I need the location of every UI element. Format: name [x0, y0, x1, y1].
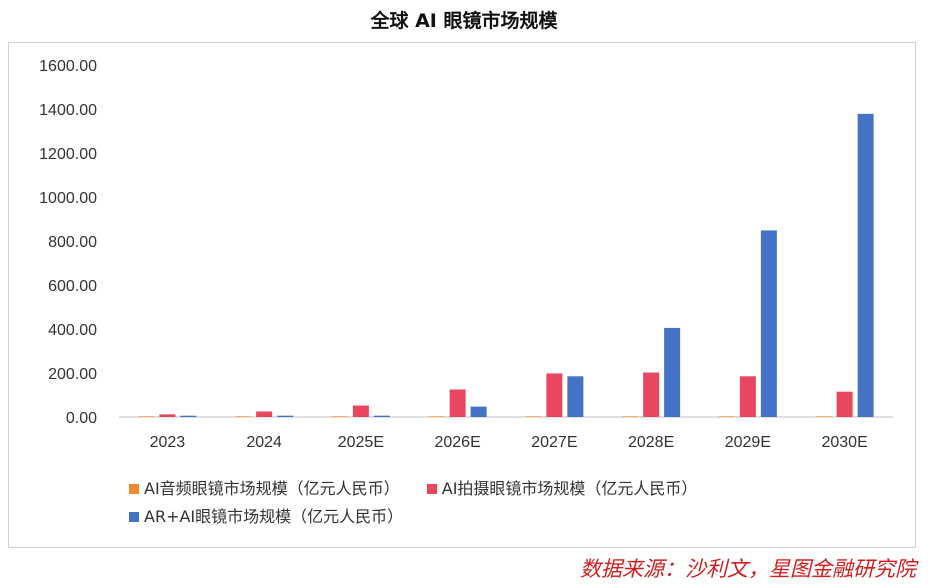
bar-1-2026E	[449, 389, 466, 417]
bar-2-2025E	[373, 415, 390, 417]
bar-1-2023	[159, 414, 176, 417]
x-tick-label: 2023	[150, 434, 186, 451]
bar-1-2024	[256, 411, 273, 417]
bar-2-2027E	[567, 376, 584, 417]
bar-0-2030E	[815, 416, 832, 417]
source-note: 数据来源：沙利文，星图金融研究院	[580, 557, 916, 581]
y-tick-label: 1400.00	[39, 102, 97, 119]
chart-title: 全球 AI 眼镜市场规模	[370, 10, 558, 32]
y-tick-label: 1000.00	[39, 190, 97, 207]
bar-0-2023	[138, 416, 155, 417]
x-tick-label: 2029E	[725, 434, 771, 451]
legend-label-ar-ai: AR+AI眼镜市场规模（亿元人民币）	[144, 507, 404, 526]
legend-item-ar-ai: AR+AI眼镜市场规模（亿元人民币）	[129, 503, 403, 531]
bar-0-2027E	[525, 416, 542, 417]
legend-item-audio: AI音频眼镜市场规模（亿元人民币）	[129, 475, 400, 503]
bar-0-2026E	[428, 416, 445, 417]
x-tick-label: 2028E	[628, 434, 674, 451]
bar-0-2025E	[331, 416, 348, 417]
legend-swatch-ar-ai	[129, 512, 139, 522]
legend: AI音频眼镜市场规模（亿元人民币） AI拍摄眼镜市场规模（亿元人民币） AR+A…	[129, 475, 869, 531]
x-tick-label: 2026E	[434, 434, 480, 451]
bar-1-2029E	[739, 376, 756, 417]
bar-0-2028E	[622, 416, 639, 417]
y-tick-label: 200.00	[48, 366, 97, 383]
plot-area: 0.00 200.00 400.00 600.00 800.00 1000.00 1200.…	[39, 58, 893, 451]
x-tick-label: 2030E	[821, 434, 867, 451]
bar-1-2025E	[352, 405, 369, 417]
bar-2-2024	[277, 415, 294, 417]
bar-2-2026E	[470, 406, 487, 417]
y-tick-label: 400.00	[48, 322, 97, 339]
bar-0-2029E	[718, 416, 735, 417]
chart-frame: 0.00 200.00 400.00 600.00 800.00 1000.00 1200.…	[8, 42, 916, 548]
bar-2-2023	[180, 415, 197, 417]
bar-1-2030E	[836, 391, 853, 417]
y-tick-label: 800.00	[48, 234, 97, 251]
legend-label-camera: AI拍摄眼镜市场规模（亿元人民币）	[441, 479, 698, 498]
legend-swatch-camera	[426, 484, 437, 494]
bar-1-2028E	[643, 372, 660, 417]
legend-label-audio: AI音频眼镜市场规模（亿元人民币）	[144, 479, 400, 498]
bar-1-2027E	[546, 373, 563, 417]
x-tick-label: 2024	[246, 434, 282, 451]
x-tick-label: 2025E	[338, 434, 384, 451]
legend-item-camera: AI拍摄眼镜市场规模（亿元人民币）	[426, 475, 698, 503]
y-tick-label: 1200.00	[39, 146, 97, 163]
y-tick-label: 1600.00	[39, 58, 97, 75]
legend-swatch-audio	[129, 484, 139, 494]
y-tick-label: 0.00	[66, 410, 97, 427]
bar-0-2024	[235, 416, 252, 417]
bar-2-2028E	[664, 327, 681, 417]
bar-2-2030E	[857, 113, 874, 417]
y-tick-label: 600.00	[48, 278, 97, 295]
x-tick-label: 2027E	[531, 434, 577, 451]
bar-2-2029E	[760, 230, 777, 417]
